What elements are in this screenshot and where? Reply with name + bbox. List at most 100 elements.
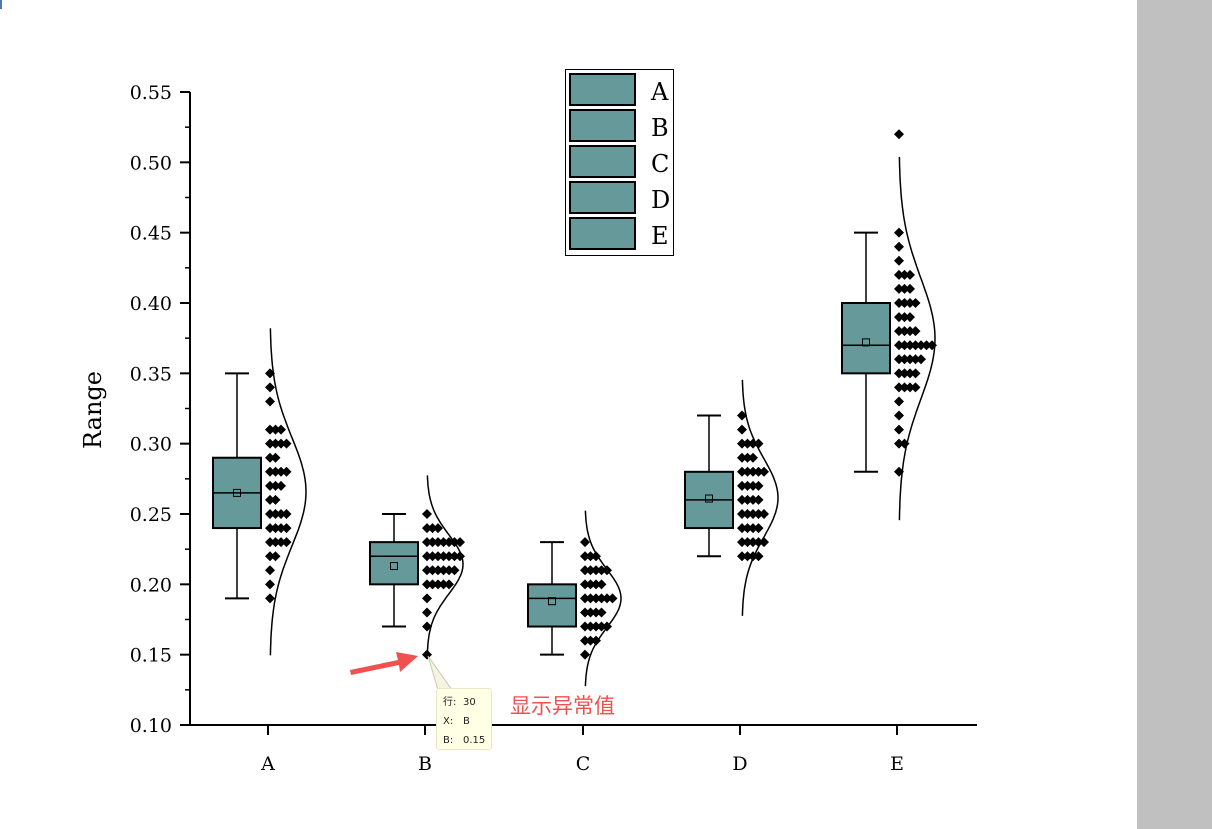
data-point — [270, 523, 281, 534]
data-point — [737, 410, 747, 421]
y-tick-label: 0.30 — [130, 434, 172, 456]
data-point — [759, 466, 769, 477]
data-point — [265, 551, 275, 562]
data-point — [433, 579, 443, 590]
data-point — [748, 452, 758, 463]
data-point — [265, 480, 275, 491]
distribution-curve — [898, 156, 936, 521]
data-point — [899, 438, 910, 449]
data-point — [737, 466, 747, 477]
mean-marker — [548, 597, 556, 606]
y-tick-label: 0.40 — [130, 293, 172, 315]
data-point — [748, 537, 758, 548]
data-point — [276, 509, 286, 519]
data-point — [444, 565, 454, 576]
data-point — [737, 537, 747, 548]
data-point — [894, 354, 904, 365]
x-tick-label: B — [418, 753, 432, 775]
data-point — [748, 551, 758, 562]
data-point — [270, 509, 281, 519]
series-D — [684, 379, 779, 616]
series-E — [841, 129, 937, 521]
data-point — [444, 537, 454, 548]
data-point-tooltip: 行: 30 X: B B: 0.15 — [436, 688, 492, 750]
legend-label: E — [651, 222, 669, 250]
data-point — [894, 241, 904, 252]
data-point — [270, 452, 281, 463]
data-point — [427, 523, 438, 534]
legend-label: C — [651, 150, 669, 178]
box — [841, 302, 891, 375]
data-point — [737, 509, 747, 519]
data-point — [894, 269, 904, 280]
data-point — [580, 551, 590, 562]
data-point — [449, 551, 460, 562]
data-point — [455, 551, 465, 562]
data-point — [438, 537, 449, 548]
data-point — [927, 340, 937, 351]
data-point — [905, 283, 915, 294]
data-point — [899, 283, 910, 294]
data-point — [899, 326, 910, 337]
data-point — [270, 494, 281, 505]
data-point — [899, 298, 910, 308]
data-point — [905, 312, 915, 323]
tooltip-row-value: 30 — [463, 697, 476, 708]
data-point — [580, 635, 590, 646]
data-point — [596, 593, 607, 604]
series-A — [212, 328, 307, 656]
x-tick-label: A — [260, 753, 275, 775]
data-point — [265, 382, 275, 393]
tooltip-x-label: X: — [443, 716, 454, 727]
data-point — [894, 283, 904, 294]
data-point — [449, 565, 460, 576]
data-point — [281, 509, 292, 519]
data-point — [899, 269, 910, 280]
data-point — [585, 607, 596, 618]
data-point — [433, 537, 443, 548]
tooltip-y-value: 0.15 — [463, 735, 486, 746]
data-point — [905, 269, 915, 280]
data-point — [607, 593, 618, 604]
data-point — [444, 579, 454, 590]
data-point — [580, 621, 590, 632]
data-point — [742, 480, 753, 491]
data-point — [585, 551, 596, 562]
data-point — [894, 255, 904, 266]
data-point — [748, 466, 758, 477]
data-point — [265, 509, 275, 519]
mean-marker — [862, 338, 870, 347]
legend-swatch — [569, 73, 636, 106]
data-point — [748, 480, 758, 491]
mean-marker — [390, 562, 398, 571]
data-point — [427, 579, 438, 590]
data-point — [265, 579, 275, 590]
data-point — [894, 382, 904, 393]
legend-swatch — [569, 145, 636, 178]
data-point — [422, 649, 432, 660]
data-point — [737, 480, 747, 491]
data-point — [422, 551, 432, 562]
data-point — [580, 607, 590, 618]
plot-area — [212, 129, 937, 687]
data-point — [422, 565, 432, 576]
data-point — [753, 466, 764, 477]
data-point — [905, 382, 915, 393]
y-tick-label: 0.10 — [130, 715, 172, 737]
y-axis: 0.10 0.15 0.20 0.25 0.30 0.35 0.40 0.45 0.50 0.55 — [130, 82, 191, 737]
data-point — [910, 354, 921, 365]
data-point — [753, 509, 764, 519]
mean-marker — [233, 488, 241, 497]
distribution-curve — [741, 379, 779, 616]
data-point — [742, 537, 753, 548]
outlier-annotation: 显示异常值 — [510, 694, 615, 718]
data-point — [455, 537, 465, 548]
data-point — [265, 368, 275, 379]
data-point — [905, 298, 915, 308]
data-point — [742, 509, 753, 519]
data-point — [602, 593, 612, 604]
data-point — [748, 523, 758, 534]
data-point — [753, 494, 764, 505]
data-point — [759, 537, 769, 548]
y-tick-label: 0.15 — [130, 645, 172, 667]
